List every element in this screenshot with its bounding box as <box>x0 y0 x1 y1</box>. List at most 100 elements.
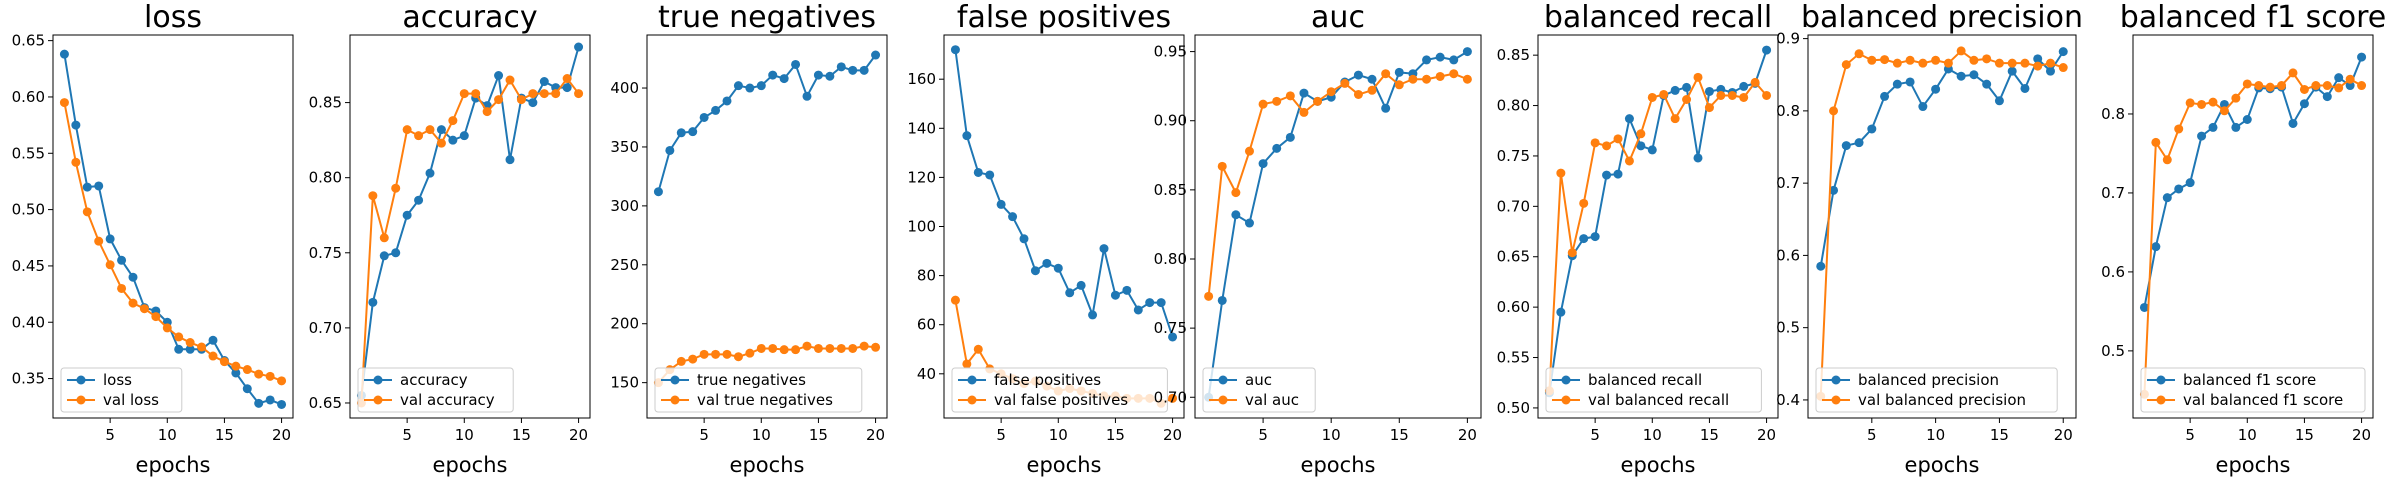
balanced-f1-score-series-balanced-f1-score-point <box>2162 193 2172 203</box>
auc-legend-label-0: auc <box>1245 371 1272 389</box>
loss-xtick-20: 20 <box>272 426 291 444</box>
false-positives-series-false-positives-point <box>1019 234 1029 244</box>
loss-series-loss-point <box>128 272 138 282</box>
balanced-precision-ytick-2: 0.6 <box>1776 246 1800 264</box>
loss-series-val-loss-point <box>174 332 184 342</box>
false-positives-series-false-positives-point <box>950 45 960 55</box>
false-positives-series-false-positives-point <box>1110 290 1120 300</box>
chart-balanced-precision: balanced precision epochs 5 10 15 20 0.4 0.5 0.6… <box>1776 0 2083 477</box>
accuracy-series-val-accuracy-point <box>505 75 515 85</box>
auc-series-val-auc-point <box>1394 80 1404 90</box>
auc-series-auc-point <box>1231 210 1241 220</box>
true-negatives-ytick-3: 300 <box>610 197 639 215</box>
balanced-precision-ytick-0: 0.4 <box>1776 391 1800 409</box>
auc-series-val-auc-point <box>1367 85 1377 95</box>
balanced-recall-legend: balanced recall val balanced recall <box>1545 367 1762 413</box>
balanced-precision-series-val-balanced-precision-point <box>1880 55 1890 65</box>
balanced-recall-xtick-20: 20 <box>1757 426 1776 444</box>
false-positives-series-false-positives-point <box>1156 298 1166 308</box>
true-negatives-series-val-true-negatives-point <box>871 342 881 352</box>
false-positives-series-false-positives-point <box>1088 310 1098 320</box>
true-negatives-series-true-negatives-point <box>676 128 686 138</box>
accuracy-plot-area <box>356 42 584 408</box>
balanced-recall-axes-frame <box>1537 34 1779 419</box>
accuracy-series-val-accuracy-point <box>391 183 401 193</box>
balanced-f1-score-ytick-0: 0.5 <box>2101 342 2125 360</box>
accuracy-series-val-accuracy-point <box>539 89 549 99</box>
true-negatives-xtick-10: 10 <box>752 426 771 444</box>
auc-axes-frame <box>1194 34 1482 419</box>
true-negatives-series-true-negatives-point <box>768 70 778 80</box>
balanced-recall-legend-box <box>1545 367 1762 413</box>
balanced-recall-series-balanced-recall-point <box>1624 114 1634 124</box>
balanced-recall-series-val-balanced-recall-point <box>1670 114 1680 124</box>
balanced-f1-score-series-balanced-f1-score-point <box>2139 302 2149 312</box>
loss-series-val-loss-point <box>151 312 161 322</box>
true-negatives-series-val-true-negatives-point <box>813 343 823 353</box>
loss-ytick-6: 0.65 <box>12 32 45 50</box>
balanced-recall-ytick-6: 0.80 <box>1497 97 1530 115</box>
loss-series-val-loss-point <box>254 369 264 379</box>
auc-series-val-auc-point <box>1217 161 1227 171</box>
loss-series-val-loss-point <box>117 283 127 293</box>
loss-series-loss-point <box>231 368 241 378</box>
false-positives-series-false-positives-point <box>1099 244 1109 254</box>
balanced-recall-series-val-balanced-recall-point <box>1716 90 1726 100</box>
false-positives-xtick-20: 20 <box>1163 426 1182 444</box>
auc-series-auc-point <box>1394 67 1404 77</box>
true-negatives-series-true-negatives-point <box>802 91 812 101</box>
balanced-f1-score-series-val-balanced-f1-score-point <box>2174 124 2184 134</box>
false-positives-series-false-positives-point <box>1133 305 1143 315</box>
false-positives-xtick-10: 10 <box>1049 426 1068 444</box>
accuracy-ytick-4: 0.85 <box>309 94 342 112</box>
loss-series-loss-point <box>185 344 195 354</box>
auc-series-val-auc-point <box>1204 291 1214 301</box>
balanced-f1-score-ytick-2: 0.7 <box>2101 184 2125 202</box>
auc-series-val-auc-point <box>1435 71 1445 81</box>
chart-false-positives: false positives epochs 5 10 15 20 40 60 80 100 120… <box>907 0 1185 477</box>
auc-series-auc-point <box>1272 143 1282 153</box>
balanced-precision-plot-area <box>1816 46 2068 401</box>
balanced-recall-legend-label-0: balanced recall <box>1588 371 1702 389</box>
loss-plot-area <box>59 49 287 409</box>
balanced-precision-legend-marker-0 <box>1831 375 1841 385</box>
balanced-f1-score-xtick-15: 15 <box>2295 426 2314 444</box>
accuracy-ytick-2: 0.75 <box>309 244 342 262</box>
loss-series-val-loss-point <box>94 236 104 246</box>
balanced-f1-score-series-val-balanced-f1-score-point <box>2288 68 2298 78</box>
false-positives-xtick-5: 5 <box>996 426 1006 444</box>
auc-ytick-5: 0.95 <box>1154 43 1187 61</box>
loss-series-val-loss-point <box>208 351 218 361</box>
false-positives-series-false-positives-point <box>1122 285 1132 295</box>
false-positives-series-val-false-positives-point <box>973 344 983 354</box>
false-positives-ytick-6: 160 <box>907 70 936 88</box>
balanced-precision-series-balanced-precision-point <box>1905 77 1915 87</box>
balanced-precision-series-balanced-precision-point <box>1867 124 1877 134</box>
true-negatives-series-true-negatives-point <box>791 59 801 69</box>
accuracy-xtick-15: 15 <box>512 426 531 444</box>
true-negatives-xtick-15: 15 <box>809 426 828 444</box>
auc-legend-marker-1 <box>1218 395 1228 405</box>
balanced-recall-title: balanced recall <box>1544 0 1772 35</box>
balanced-recall-series-val-balanced-recall-point <box>1613 134 1623 144</box>
accuracy-series-val-accuracy-point <box>379 233 389 243</box>
balanced-f1-score-series-val-balanced-f1-score-point <box>2265 82 2275 92</box>
loss-ytick-2: 0.45 <box>12 257 45 275</box>
auc-series-auc-point <box>1353 70 1363 80</box>
accuracy-title: accuracy <box>402 0 537 35</box>
accuracy-series-accuracy-point <box>574 42 584 52</box>
balanced-recall-series-balanced-recall-point <box>1556 307 1566 317</box>
balanced-f1-score-ytick-1: 0.6 <box>2101 263 2125 281</box>
balanced-recall-ytick-7: 0.85 <box>1497 46 1530 64</box>
balanced-f1-score-series-balanced-f1-score-point <box>2219 99 2229 109</box>
balanced-precision-series-val-balanced-precision-point <box>1867 55 1877 65</box>
balanced-f1-score-series-val-balanced-f1-score-point <box>2334 83 2344 93</box>
false-positives-legend-label-0: false positives <box>994 371 1101 389</box>
true-negatives-ytick-1: 200 <box>610 315 639 333</box>
balanced-precision-series-balanced-precision-point <box>1892 79 1902 89</box>
false-positives-xlabel: epochs <box>1027 453 1102 477</box>
true-negatives-series-val-true-negatives-point <box>688 354 698 364</box>
balanced-recall-series-val-balanced-recall-point <box>1693 72 1703 82</box>
true-negatives-xtick-5: 5 <box>699 426 709 444</box>
loss-series-val-loss-point <box>197 342 207 352</box>
